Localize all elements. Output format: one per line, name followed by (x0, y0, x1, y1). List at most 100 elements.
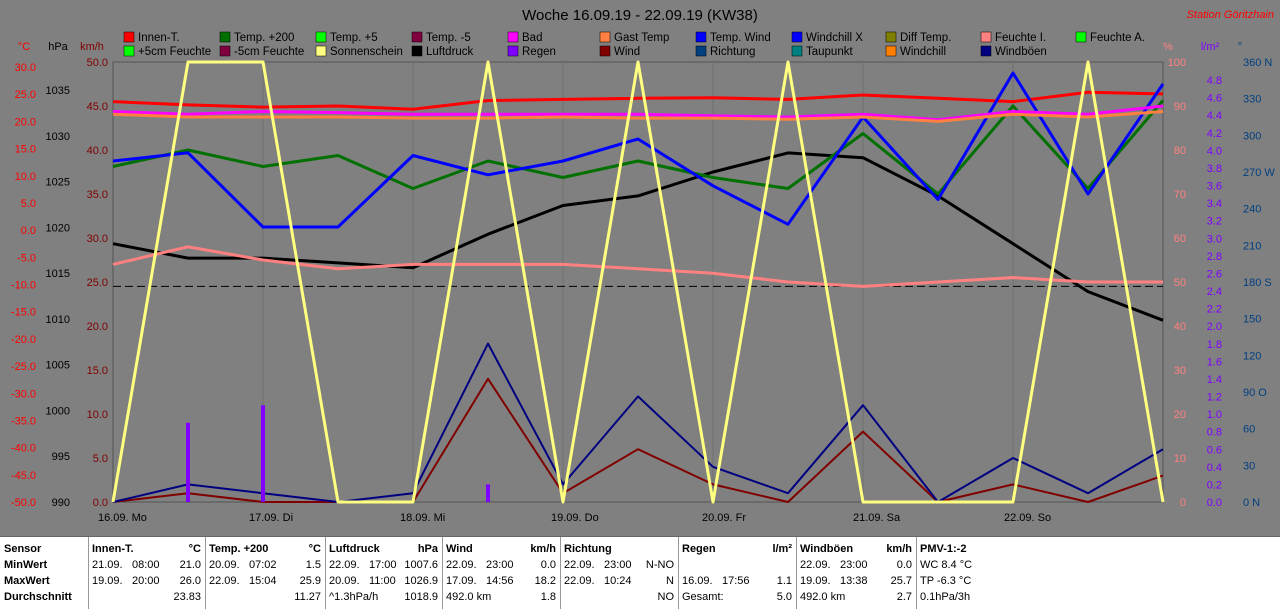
axis-tick-rain: 4.0 (1207, 145, 1222, 157)
axis-tick-rain: 0.0 (1207, 497, 1222, 509)
series-luftdruck (112, 151, 1164, 322)
stats-min-time: 23:00 (604, 559, 632, 571)
axis-tick-rain: 3.0 (1207, 233, 1222, 245)
stats-sensor-name: Innen-T. (92, 543, 134, 555)
stats-avg-note: ^1.3hPa/h (329, 591, 379, 603)
stats-min-time: 08:00 (132, 559, 160, 571)
legend-label: Temp. +5 (330, 32, 378, 44)
stats-avg-value: NO (657, 591, 675, 603)
axis-tick-wind: 0.0 (93, 497, 108, 509)
legend-label: Regen (522, 46, 556, 58)
legend-swatch (599, 45, 611, 57)
stats-max-date: 22.09. (564, 575, 595, 587)
axis-tick-rain: 2.2 (1207, 304, 1222, 316)
legend-label: Richtung (710, 46, 755, 58)
legend-swatch (411, 45, 423, 57)
stats-sensor-name: Richtung (564, 543, 612, 555)
axis-tick-rain: 4.4 (1207, 110, 1222, 122)
axes: °C hPa km/h% l/m² ° 30.0 25.0 20.0 15.0 10.0 5.0 0.… (11, 41, 1275, 509)
legend-label: +5cm Feuchte (138, 46, 211, 58)
stats-max-value: 1026.9 (404, 575, 438, 587)
legend-swatch (1075, 31, 1087, 43)
axis-tick-rain: 2.6 (1207, 268, 1222, 280)
axis-tick-temp: 10.0 (15, 171, 36, 183)
stats-max-value: 26.0 (179, 575, 201, 587)
axis-tick-rain: 0.8 (1207, 427, 1222, 439)
stats-block: Luftdruck hPa 22.09. 17:00 1007.6 20.09. 11:00… (325, 537, 443, 609)
stats-min-value: 1007.6 (404, 559, 438, 571)
day-label: 19.09. Do (551, 512, 599, 524)
stats-sensor-name: Windböen (800, 543, 854, 555)
legend-label: Temp. +200 (234, 32, 294, 44)
stats-min-value: 21.0 (179, 559, 201, 571)
legend-swatch (695, 45, 707, 57)
axis-tick-direction: 90 O (1243, 387, 1267, 399)
stats-max-date: 19.09. (800, 575, 831, 587)
stats-min-time: 07:02 (249, 559, 277, 571)
legend-label: -5cm Feuchte (234, 46, 304, 58)
axis-tick-rain: 3.4 (1207, 198, 1222, 210)
legend-label: Wind (614, 46, 640, 58)
series-gast-temp (112, 110, 1164, 123)
stats-min-date: 20.09. (209, 559, 240, 571)
axis-tick-pressure: 1005 (46, 360, 70, 372)
stats-block: Temp. +200 °C 20.09. 07:02 1.5 22.09. 15:04 25.… (205, 537, 326, 609)
axis-tick-wind: 10.0 (87, 409, 108, 421)
axis-tick-temp: 20.0 (15, 116, 36, 128)
stats-min-date: 21.09. (92, 559, 123, 571)
legend-label: Diff Temp. (900, 32, 951, 44)
axis-tick-rain: 4.8 (1207, 75, 1222, 87)
series-windb-en (112, 342, 1164, 503)
axis-tick-pressure: 1015 (46, 268, 70, 280)
axis-unit-wind: km/h (80, 41, 104, 53)
axis-tick-pressure: 995 (52, 451, 70, 463)
stats-min-value: N-NO (645, 559, 674, 571)
axis-tick-humidity: 60 (1174, 233, 1186, 245)
stats-avg-value: 23.83 (173, 591, 201, 603)
legend-label: Temp. Wind (710, 32, 771, 44)
stats-block: Regen l/m² 16.09. 17:56 1.1 Gesamt: 5.0 (678, 537, 797, 609)
axis-tick-temp: -30.0 (11, 388, 36, 400)
day-label: 21.09. Sa (853, 512, 901, 524)
stats-max-time: 11:00 (369, 575, 396, 587)
axis-tick-temp: 5.0 (21, 198, 36, 210)
rain-bar (486, 484, 490, 502)
axis-tick-rain: 0.6 (1207, 444, 1222, 456)
axis-tick-wind: 20.0 (87, 321, 108, 333)
rain-bar (186, 422, 190, 502)
stats-max-value: 1.1 (776, 575, 792, 587)
axis-tick-rain: 4.6 (1207, 93, 1222, 105)
day-label: 20.09. Fr (702, 512, 746, 524)
stats-avg-note: 492.0 km (446, 591, 492, 603)
axis-tick-direction: 300 (1243, 130, 1261, 142)
axis-tick-humidity: 90 (1174, 101, 1186, 113)
legend-swatch (695, 31, 707, 43)
axis-tick-humidity: 10 (1174, 453, 1186, 465)
stats-max-time: 20:00 (132, 575, 160, 587)
axis-tick-temp: -35.0 (11, 415, 36, 427)
series-temp-wind (112, 71, 1165, 229)
axis-unit-rain: l/m² (1201, 41, 1220, 53)
stats-avg-value: 1.8 (540, 591, 556, 603)
axis-tick-wind: 50.0 (87, 57, 108, 69)
legend-swatch (791, 31, 803, 43)
stats-min-time: 17:00 (369, 559, 397, 571)
stats-max-value: N (666, 575, 674, 587)
stats-min-value: 1.5 (305, 559, 321, 571)
axis-tick-rain: 1.6 (1207, 356, 1222, 368)
legend-swatch (507, 31, 519, 43)
station-name: Station Göritzhain (1187, 9, 1274, 21)
stats-min-date: 22.09. (800, 559, 831, 571)
axis-tick-direction: 30 (1243, 460, 1255, 472)
legend-swatch (411, 31, 423, 43)
axis-tick-temp: 0.0 (21, 225, 36, 237)
axis-tick-rain: 3.2 (1207, 216, 1222, 228)
day-label: 22.09. So (1004, 512, 1051, 524)
label-avg: Durchschnitt (4, 591, 72, 603)
stats-min-date: 22.09. (329, 559, 360, 571)
axis-tick-humidity: 40 (1174, 321, 1186, 333)
stats-max-date: 16.09. (682, 575, 713, 587)
series-innen-t- (112, 90, 1164, 111)
stats-block: Wind km/h 22.09. 23:00 0.0 17.09. 14:56 18.2 492… (442, 537, 561, 609)
stats-block: Richtung 22.09. 23:00 N-NO 22.09. 10:24 N NO (560, 537, 679, 609)
